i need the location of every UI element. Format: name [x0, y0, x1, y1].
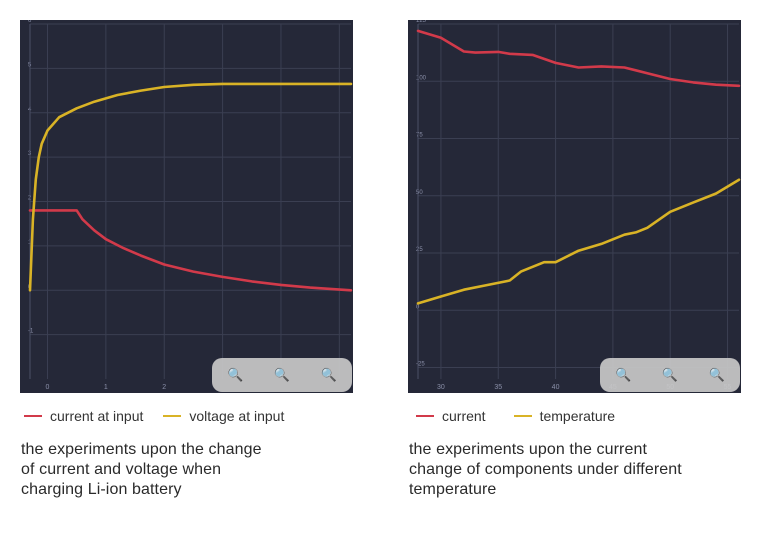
- legend-swatch: [513, 415, 532, 417]
- zoom-out-icon: 🔍: [661, 367, 679, 382]
- series-line-current-at-input: [28, 209, 353, 292]
- series-line-temperature: [416, 178, 741, 305]
- y-tick-label: 25: [416, 247, 423, 253]
- legend-label: temperature: [539, 408, 616, 424]
- legend-swatch: [163, 415, 182, 417]
- series-line-voltage-at-input: [28, 82, 353, 292]
- x-tick-label: 35: [494, 384, 502, 391]
- zoom-toolbar-right: 🔍 🔍 🔍: [600, 358, 740, 392]
- chart-right: -250255075100125303540455055: [408, 20, 741, 393]
- zoom-out-button[interactable]: 🔍: [274, 367, 290, 383]
- caption-left: the experiments upon the change of curre…: [21, 441, 262, 498]
- legend-left: current at input voltage at input: [24, 408, 298, 424]
- legend-right: current temperature: [416, 408, 629, 424]
- x-tick-label: 1: [104, 384, 108, 391]
- x-tick-label: 2: [162, 384, 166, 391]
- chart-left-svg: -10123456012: [28, 20, 353, 391]
- zoom-out-button[interactable]: 🔍: [662, 367, 678, 383]
- zoom-toolbar-left: 🔍 🔍 🔍: [212, 358, 352, 392]
- legend-label: current at input: [50, 408, 144, 424]
- y-tick-label: 100: [416, 75, 427, 81]
- legend-label: current: [442, 408, 486, 424]
- legend-item-temperature[interactable]: temperature: [513, 408, 616, 424]
- zoom-in-icon: 🔍: [615, 367, 632, 382]
- y-tick-label: 125: [416, 20, 427, 24]
- legend-item-current[interactable]: current: [416, 408, 486, 424]
- zoom-reset-button[interactable]: 🔍: [321, 367, 337, 383]
- zoom-out-icon: 🔍: [273, 367, 291, 382]
- x-tick-label: 0: [46, 384, 50, 391]
- y-tick-label: 6: [28, 20, 32, 24]
- x-tick-label: 30: [437, 384, 445, 391]
- y-tick-label: 50: [416, 190, 423, 196]
- caption-right: the experiments upon the current change …: [409, 441, 682, 498]
- x-tick-label: 40: [552, 384, 560, 391]
- zoom-reset-icon: 🔍: [708, 367, 725, 382]
- zoom-reset-button[interactable]: 🔍: [709, 367, 725, 383]
- legend-swatch: [24, 415, 42, 417]
- zoom-reset-icon: 🔍: [320, 367, 337, 382]
- y-tick-label: -25: [416, 362, 425, 368]
- zoom-in-button[interactable]: 🔍: [227, 367, 243, 383]
- legend-label: voltage at input: [189, 408, 285, 424]
- zoom-in-button[interactable]: 🔍: [615, 367, 631, 383]
- series-line-current: [416, 29, 741, 88]
- y-tick-label: 75: [416, 133, 423, 139]
- chart-right-svg: -250255075100125303540455055: [416, 20, 741, 391]
- zoom-in-icon: 🔍: [227, 367, 244, 382]
- legend-swatch: [416, 415, 434, 417]
- legend-item-voltage-at-input[interactable]: voltage at input: [163, 408, 284, 424]
- legend-item-current-at-input[interactable]: current at input: [24, 408, 143, 424]
- chart-left: -10123456012: [20, 20, 353, 393]
- y-tick-label: -1: [28, 329, 34, 335]
